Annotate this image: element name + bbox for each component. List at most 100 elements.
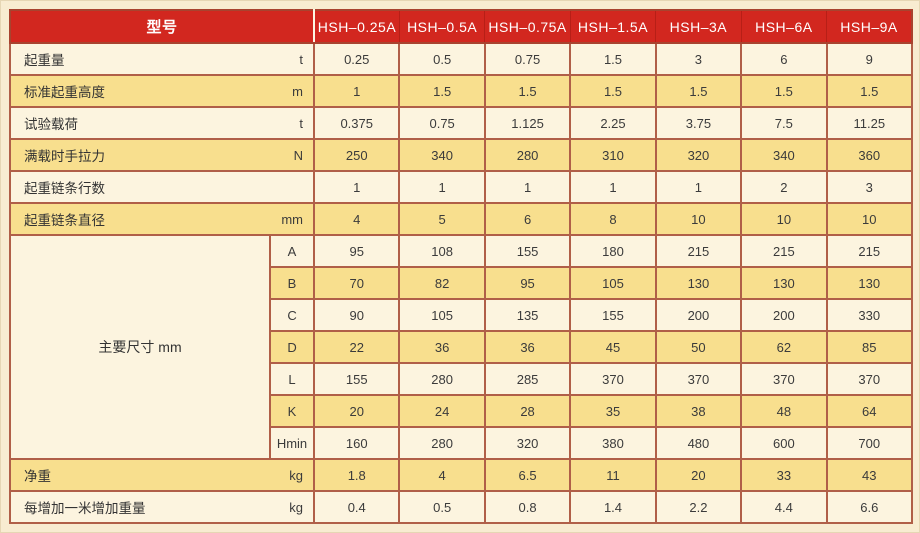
value-cell: 3.75 bbox=[654, 106, 743, 140]
value-cell: 0.25 bbox=[313, 42, 401, 76]
row-chain-falls: 起重链条行数 1 1 1 1 1 2 3 bbox=[8, 170, 914, 204]
value-cell: 0.5 bbox=[398, 42, 486, 76]
value-cell: 8 bbox=[569, 202, 657, 236]
value-cell: 10 bbox=[740, 202, 828, 236]
value-cell: 280 bbox=[398, 426, 486, 460]
row-label-cell: 起重链条行数 bbox=[8, 170, 316, 204]
row-unit: N bbox=[293, 147, 304, 163]
value-cell: 155 bbox=[569, 298, 657, 332]
value-cell: 0.5 bbox=[398, 490, 486, 524]
value-cell: 105 bbox=[398, 298, 486, 332]
value-cell: 43 bbox=[825, 458, 914, 492]
row-lifting-capacity: 起重量 t 0.25 0.5 0.75 1.5 3 6 9 bbox=[8, 42, 914, 76]
value-cell: 180 bbox=[569, 234, 657, 268]
value-cell: 22 bbox=[313, 330, 401, 364]
value-cell: 1.5 bbox=[398, 74, 486, 108]
row-unit: mm bbox=[281, 211, 304, 227]
dim-name: L bbox=[268, 362, 316, 396]
row-test-load: 试验载荷 t 0.375 0.75 1.125 2.25 3.75 7.5 11… bbox=[8, 106, 914, 140]
row-dimension-l: L 155 280 285 370 370 370 370 bbox=[10, 362, 914, 396]
value-cell: 160 bbox=[313, 426, 401, 460]
value-cell: 480 bbox=[654, 426, 743, 460]
header-model-label: 型号 bbox=[10, 10, 315, 44]
value-cell: 130 bbox=[825, 266, 914, 300]
row-label: 起重链条直径 bbox=[24, 213, 105, 228]
value-cell: 0.4 bbox=[313, 490, 401, 524]
hoist-spec-table: 型号 HSH–0.25A HSH–0.5A HSH–0.75A HSH–1.5A… bbox=[8, 9, 914, 524]
value-cell: 85 bbox=[825, 330, 914, 364]
value-cell: 64 bbox=[825, 394, 914, 428]
value-cell: 95 bbox=[483, 266, 572, 300]
value-cell: 105 bbox=[569, 266, 657, 300]
value-cell: 7.5 bbox=[740, 106, 828, 140]
value-cell: 135 bbox=[483, 298, 572, 332]
row-extra-weight-per-meter: 每增加一米增加重量 kg 0.4 0.5 0.8 1.4 2.2 4.4 6.6 bbox=[8, 490, 914, 524]
value-cell: 6.5 bbox=[483, 458, 572, 492]
row-label-cell: 标准起重高度 m bbox=[8, 74, 316, 108]
row-label: 每增加一米增加重量 bbox=[24, 501, 146, 516]
value-cell: 36 bbox=[398, 330, 486, 364]
header-model-hsh-9a: HSH–9A bbox=[826, 10, 912, 44]
value-cell: 0.75 bbox=[483, 42, 572, 76]
row-unit: t bbox=[299, 51, 304, 67]
value-cell: 1.5 bbox=[483, 74, 572, 108]
value-cell: 24 bbox=[398, 394, 486, 428]
value-cell: 370 bbox=[740, 362, 828, 396]
value-cell: 10 bbox=[825, 202, 914, 236]
value-cell: 4.4 bbox=[740, 490, 828, 524]
row-label: 起重量 bbox=[24, 53, 65, 68]
dim-name: A bbox=[268, 234, 316, 268]
row-dimension-hmin: Hmin 160 280 320 380 480 600 700 bbox=[10, 426, 914, 460]
value-cell: 35 bbox=[569, 394, 657, 428]
value-cell: 70 bbox=[313, 266, 401, 300]
value-cell: 4 bbox=[313, 202, 401, 236]
value-cell: 280 bbox=[398, 362, 486, 396]
row-label-cell: 起重量 t bbox=[8, 42, 316, 76]
value-cell: 108 bbox=[398, 234, 486, 268]
value-cell: 370 bbox=[825, 362, 914, 396]
value-cell: 155 bbox=[313, 362, 401, 396]
value-cell: 2.25 bbox=[569, 106, 657, 140]
value-cell: 6 bbox=[740, 42, 828, 76]
row-label: 试验载荷 bbox=[24, 117, 78, 132]
header-model-hsh-3a: HSH–3A bbox=[655, 10, 742, 44]
row-dimension-c: C 90 105 135 155 200 200 330 bbox=[10, 298, 914, 332]
value-cell: 1 bbox=[313, 74, 401, 108]
value-cell: 62 bbox=[740, 330, 828, 364]
value-cell: 9 bbox=[825, 42, 914, 76]
header-model-hsh-075a: HSH–0.75A bbox=[484, 10, 571, 44]
value-cell: 215 bbox=[825, 234, 914, 268]
value-cell: 6.6 bbox=[825, 490, 914, 524]
value-cell: 370 bbox=[654, 362, 743, 396]
row-dimension-d: D 22 36 36 45 50 62 85 bbox=[10, 330, 914, 364]
value-cell: 320 bbox=[483, 426, 572, 460]
row-unit: kg bbox=[289, 467, 304, 483]
value-cell: 1 bbox=[398, 170, 486, 204]
value-cell: 11.25 bbox=[825, 106, 914, 140]
value-cell: 1.4 bbox=[569, 490, 657, 524]
value-cell: 285 bbox=[483, 362, 572, 396]
value-cell: 45 bbox=[569, 330, 657, 364]
row-dimension-b: B 70 82 95 105 130 130 130 bbox=[10, 266, 914, 300]
row-label-cell: 试验载荷 t bbox=[8, 106, 316, 140]
row-label-cell: 每增加一米增加重量 kg bbox=[8, 490, 316, 524]
value-cell: 48 bbox=[740, 394, 828, 428]
row-dimension-k: K 20 24 28 35 38 48 64 bbox=[10, 394, 914, 428]
value-cell: 280 bbox=[483, 138, 572, 172]
dimensions-merged-label: 主要尺寸 mm bbox=[9, 234, 271, 460]
value-cell: 1 bbox=[569, 170, 657, 204]
row-label-cell: 起重链条直径 mm bbox=[8, 202, 316, 236]
value-cell: 330 bbox=[825, 298, 914, 332]
dim-name: Hmin bbox=[268, 426, 316, 460]
value-cell: 6 bbox=[483, 202, 572, 236]
row-unit: kg bbox=[289, 499, 304, 515]
value-cell: 1.5 bbox=[654, 74, 743, 108]
value-cell: 20 bbox=[654, 458, 743, 492]
value-cell: 600 bbox=[740, 426, 828, 460]
value-cell: 1.8 bbox=[313, 458, 401, 492]
dim-name: D bbox=[268, 330, 316, 364]
value-cell: 310 bbox=[569, 138, 657, 172]
value-cell: 1.5 bbox=[569, 42, 657, 76]
row-dimension-a: 主要尺寸 mm A 95 108 155 180 215 215 215 bbox=[9, 234, 914, 460]
